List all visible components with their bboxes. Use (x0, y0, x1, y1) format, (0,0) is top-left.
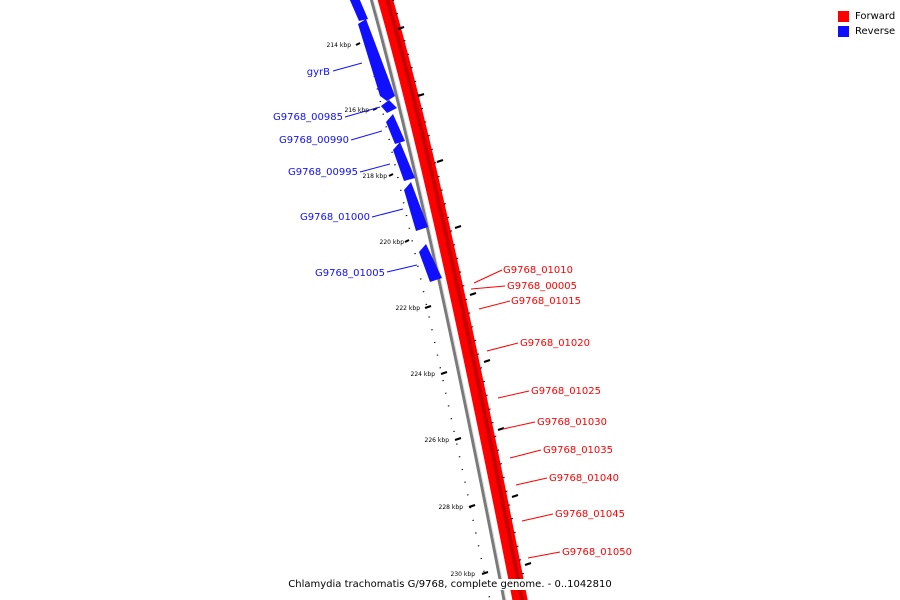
tick-label: 222 kbp (396, 305, 421, 312)
gene-label-G9768_01050[interactable]: G9768_01050 (562, 547, 632, 558)
outer-major-ticks (397, 26, 532, 566)
gene-label-G9768_01030[interactable]: G9768_01030 (537, 417, 607, 428)
inner-minor-ticks (355, 0, 491, 600)
inner-major-ticks (355, 42, 489, 575)
gene-label-gyrB[interactable]: gyrB (307, 67, 330, 78)
reverse-feature-gyrB[interactable] (358, 19, 395, 101)
gene-label-G9768_01025[interactable]: G9768_01025 (531, 386, 601, 397)
reverse-gene-labels: gyrB G9768_00985 G9768_00990 G9768_00995… (273, 67, 385, 279)
reverse-feature-G9768_01005[interactable] (419, 244, 442, 282)
reverse-feature-G9768_01000[interactable] (404, 182, 428, 231)
tick-label: 224 kbp (411, 371, 436, 378)
legend: Forward Reverse (838, 9, 895, 39)
reverse-label-lines (332, 62, 418, 273)
reverse-feature-top[interactable] (349, 0, 368, 21)
gene-label-G9768_01045[interactable]: G9768_01045 (555, 509, 625, 520)
forward-label-lines (470, 269, 561, 559)
legend-swatch-reverse (838, 26, 849, 37)
reverse-feature-G9768_00990[interactable] (386, 114, 405, 144)
legend-label-reverse: Reverse (855, 26, 896, 37)
gene-label-G9768_00985[interactable]: G9768_00985 (273, 112, 343, 123)
gene-label-G9768_01000[interactable]: G9768_01000 (300, 212, 370, 223)
forward-strand-core (385, 0, 525, 600)
gene-label-G9768_00005[interactable]: G9768_00005 (507, 281, 577, 292)
tick-label: 226 kbp (425, 437, 450, 444)
tick-label: 220 kbp (380, 239, 405, 246)
gene-label-G9768_01040[interactable]: G9768_01040 (549, 473, 619, 484)
backbone-line-inner (372, 0, 507, 600)
legend-item-reverse[interactable]: Reverse (838, 24, 895, 39)
tick-label: 230 kbp (451, 571, 476, 578)
legend-label-forward: Forward (855, 11, 896, 22)
legend-item-forward[interactable]: Forward (838, 9, 895, 24)
gene-label-G9768_01005[interactable]: G9768_01005 (315, 268, 385, 279)
gene-label-G9768_01010[interactable]: G9768_01010 (503, 265, 573, 276)
legend-swatch-forward (838, 11, 849, 22)
tick-label: 214 kbp (327, 42, 352, 49)
tick-labels: 214 kbp 216 kbp 218 kbp 220 kbp 222 kbp … (327, 42, 476, 578)
tick-label: 218 kbp (363, 173, 388, 180)
gene-label-G9768_01035[interactable]: G9768_01035 (543, 445, 613, 456)
tick-label: 216 kbp (345, 107, 370, 114)
gene-label-G9768_01020[interactable]: G9768_01020 (520, 338, 590, 349)
reverse-features (349, 0, 442, 282)
reverse-feature-G9768_00985[interactable] (381, 100, 397, 113)
outer-minor-ticks (392, 0, 529, 600)
tick-label: 228 kbp (439, 504, 464, 511)
genome-caption-text: Chlamydia trachomatis G/9768, complete g… (286, 579, 614, 590)
gene-label-G9768_01015[interactable]: G9768_01015 (511, 296, 581, 307)
reverse-feature-G9768_00995[interactable] (393, 142, 415, 181)
gene-label-G9768_00995[interactable]: G9768_00995 (288, 167, 358, 178)
genome-caption: Chlamydia trachomatis G/9768, complete g… (0, 579, 900, 590)
forward-gene-labels: G9768_01010 G9768_00005 G9768_01015 G976… (503, 265, 632, 558)
backbone-line (369, 0, 506, 600)
gene-label-G9768_00990[interactable]: G9768_00990 (279, 135, 349, 146)
